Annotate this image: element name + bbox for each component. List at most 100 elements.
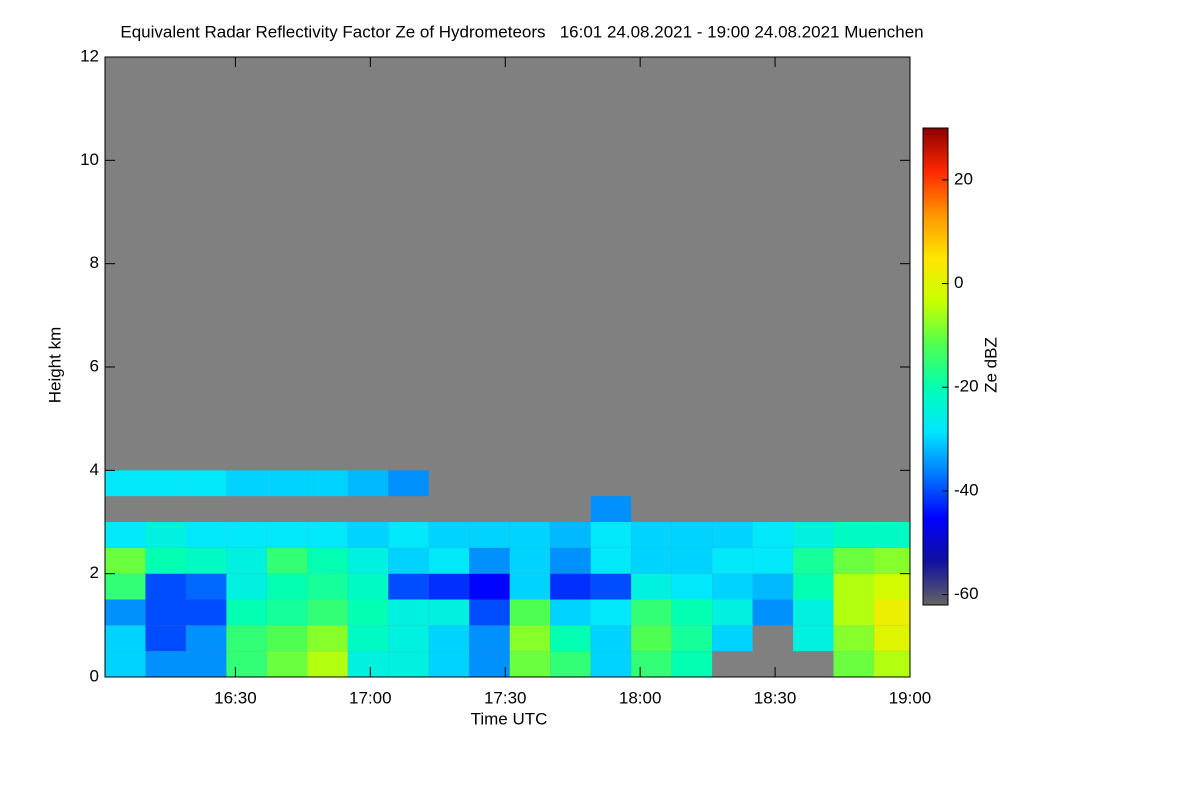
heatmap-cell xyxy=(550,547,591,574)
heatmap-cell xyxy=(185,651,227,677)
x-tick-label: 16:30 xyxy=(214,688,257,707)
y-axis-label: Height km xyxy=(45,327,64,404)
heatmap-cell xyxy=(874,651,910,677)
heatmap-cell xyxy=(793,573,834,600)
heatmap-cell xyxy=(428,599,470,626)
heatmap-cell xyxy=(185,522,227,548)
heatmap-cell xyxy=(712,522,753,548)
heatmap-cell xyxy=(631,547,672,574)
heatmap-cell xyxy=(631,651,672,677)
heatmap-cell xyxy=(874,522,910,548)
heatmap-cell xyxy=(874,599,910,626)
heatmap-cell xyxy=(509,573,551,600)
y-tick-label: 8 xyxy=(90,253,99,272)
heatmap-cell xyxy=(185,470,227,497)
heatmap-cell xyxy=(105,470,146,497)
heatmap-cell xyxy=(550,651,591,677)
heatmap-cell xyxy=(347,625,389,652)
heatmap-cell xyxy=(509,522,551,548)
heatmap-cell xyxy=(307,625,348,652)
heatmap-cell xyxy=(105,651,146,677)
heatmap-cell xyxy=(509,547,551,574)
heatmap-cell xyxy=(388,573,429,600)
heatmap-cell xyxy=(793,599,834,626)
heatmap-cell xyxy=(266,547,308,574)
heatmap-cell xyxy=(105,625,146,652)
heatmap-cell xyxy=(307,522,348,548)
heatmap-cell xyxy=(712,599,753,626)
heatmap-cell xyxy=(226,573,267,600)
heatmap-cell xyxy=(388,470,429,497)
heatmap-cell xyxy=(266,470,308,497)
x-tick-label: 18:00 xyxy=(619,688,662,707)
colorbar xyxy=(922,127,949,606)
heatmap-cell xyxy=(590,496,632,522)
y-tick-label: 10 xyxy=(80,150,99,169)
heatmap-cell xyxy=(469,547,510,574)
heatmap-cell xyxy=(793,547,834,574)
heatmap-cell xyxy=(590,625,632,652)
heatmap-cell xyxy=(145,651,186,677)
heatmap-cell xyxy=(752,599,794,626)
heatmap-cell xyxy=(388,599,429,626)
heatmap-cell xyxy=(185,573,227,600)
heatmap-cell xyxy=(307,547,348,574)
heatmap-cell xyxy=(347,547,389,574)
colorbar-tick-label: -60 xyxy=(954,584,979,603)
heatmap-cell xyxy=(833,547,875,574)
heatmap-cell xyxy=(671,599,713,626)
y-tick-label: 4 xyxy=(90,460,99,479)
heatmap-cell xyxy=(185,625,227,652)
heatmap-cell xyxy=(752,573,794,600)
heatmap-cell xyxy=(631,625,672,652)
heatmap-cell xyxy=(752,547,794,574)
heatmap-cell xyxy=(428,547,470,574)
heatmap-cell xyxy=(712,625,753,652)
heatmap-cell xyxy=(145,522,186,548)
heatmap-cell xyxy=(793,522,834,548)
y-tick-label: 6 xyxy=(90,356,99,375)
heatmap-cell xyxy=(469,573,510,600)
heatmap-cell xyxy=(145,573,186,600)
heatmap-cell xyxy=(833,522,875,548)
heatmap-cell xyxy=(590,573,632,600)
heatmap-cell xyxy=(388,547,429,574)
chart-title: Equivalent Radar Reflectivity Factor Ze … xyxy=(120,22,923,41)
heatmap-cell xyxy=(874,547,910,574)
heatmap-cell xyxy=(631,522,672,548)
colorbar-tick-label: -40 xyxy=(954,480,979,499)
heatmap-cell xyxy=(550,522,591,548)
heatmap-cell xyxy=(671,625,713,652)
heatmap-cell xyxy=(347,599,389,626)
colorbar-tick-label: 0 xyxy=(954,273,963,292)
heatmap-cell xyxy=(550,599,591,626)
heatmap-cell xyxy=(388,651,429,677)
heatmap-cell xyxy=(550,625,591,652)
heatmap-cell xyxy=(226,625,267,652)
heatmap-cell xyxy=(590,651,632,677)
heatmap-cell xyxy=(631,573,672,600)
colorbar-tick-label: -20 xyxy=(954,377,979,396)
heatmap-cell xyxy=(266,625,308,652)
heatmap-cell xyxy=(105,599,146,626)
y-tick-label: 12 xyxy=(80,46,99,65)
heatmap-cell xyxy=(105,573,146,600)
heatmap-cell xyxy=(145,547,186,574)
heatmap-cell xyxy=(469,599,510,626)
heatmap-cell xyxy=(307,470,348,497)
y-tick-label: 2 xyxy=(90,563,99,582)
heatmap-cell xyxy=(428,522,470,548)
heatmap-cell xyxy=(833,651,875,677)
heatmap-cell xyxy=(833,599,875,626)
heatmap-cell xyxy=(307,651,348,677)
heatmap-cell xyxy=(428,573,470,600)
heatmap-cell xyxy=(874,573,910,600)
heatmap-cell xyxy=(671,651,713,677)
heatmap-cell xyxy=(631,599,672,626)
heatmap-cell xyxy=(226,599,267,626)
heatmap-cell xyxy=(105,522,146,548)
heatmap-cell xyxy=(793,625,834,652)
heatmap-cell xyxy=(428,625,470,652)
heatmap-cell xyxy=(388,522,429,548)
